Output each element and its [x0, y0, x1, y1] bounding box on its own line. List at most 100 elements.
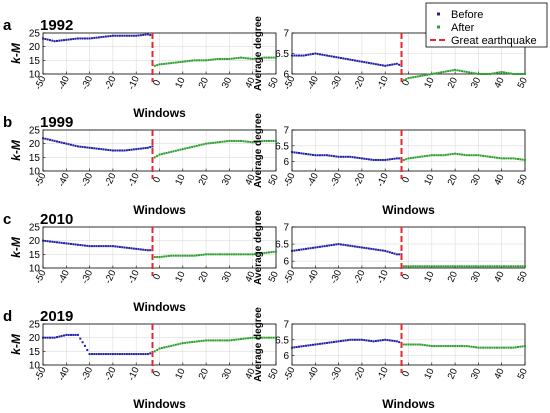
data-point	[93, 147, 96, 150]
data-point	[405, 158, 408, 161]
y-tick-label: 20	[29, 333, 41, 344]
data-point	[156, 256, 159, 259]
x-axis-label: Windows	[382, 397, 435, 411]
data-point	[440, 265, 443, 268]
series-after	[402, 152, 526, 161]
data-point	[409, 76, 412, 79]
data-point	[291, 54, 293, 57]
data-point	[346, 244, 349, 247]
data-point	[188, 341, 191, 344]
x-tick-label: -10	[126, 365, 142, 382]
data-point	[393, 63, 396, 66]
data-point	[484, 73, 487, 75]
panel-right-1: -50 -40 -30 -20 -10 0 10 20 30 40 50 7 6.5 6 Average d…	[253, 113, 530, 217]
data-point	[356, 156, 359, 159]
data-point	[435, 265, 438, 268]
data-point	[482, 154, 485, 157]
data-point	[221, 57, 224, 60]
data-point	[76, 333, 79, 336]
x-tick-label: -10	[375, 74, 391, 91]
data-point	[295, 346, 298, 349]
data-point	[321, 342, 324, 345]
data-point	[391, 63, 394, 66]
data-point	[69, 333, 72, 336]
data-point	[402, 265, 405, 268]
data-point	[93, 36, 96, 39]
data-point	[314, 343, 317, 346]
data-point	[188, 146, 191, 149]
panel-right-3: -50 -40 -30 -20 -10 0 10 20 30 40 50 7 6.5 6 Average d…	[253, 307, 530, 411]
data-point	[363, 157, 366, 160]
year-label: 1992	[40, 17, 73, 34]
data-point	[123, 34, 126, 37]
data-point	[489, 73, 492, 75]
plot-frame	[291, 129, 526, 172]
data-point	[293, 151, 296, 154]
x-tick-label: 30	[220, 76, 234, 90]
data-point	[372, 340, 375, 343]
data-point	[358, 157, 361, 160]
data-point	[356, 338, 359, 341]
data-point	[381, 339, 384, 342]
data-point	[449, 69, 452, 72]
data-point	[242, 56, 245, 59]
data-point	[500, 70, 503, 73]
x-tick-label: -10	[375, 365, 391, 382]
data-point	[419, 75, 422, 78]
data-point	[72, 38, 75, 41]
data-point	[351, 245, 354, 248]
data-point	[451, 69, 454, 72]
legend-label: After	[451, 22, 475, 34]
panel-letter: a	[3, 17, 12, 34]
data-point	[370, 62, 373, 65]
data-point	[484, 155, 487, 158]
data-point	[179, 254, 182, 257]
data-point	[307, 153, 310, 156]
x-tick-label: 10	[173, 367, 187, 381]
data-point	[451, 265, 454, 268]
x-tick-label: 20	[446, 367, 460, 381]
data-point	[311, 343, 314, 346]
data-point	[297, 54, 300, 57]
x-tick-label: 30	[220, 367, 234, 381]
data-point	[409, 265, 412, 268]
x-tick-label: -20	[352, 171, 368, 188]
data-point	[121, 149, 124, 152]
x-tick-label: -40	[305, 268, 321, 285]
data-point	[381, 64, 384, 67]
data-point	[95, 147, 98, 150]
data-point	[339, 243, 342, 246]
y-tick-label: 25	[29, 223, 41, 234]
data-point	[491, 72, 494, 75]
data-point	[470, 265, 473, 268]
data-point	[116, 149, 119, 152]
data-point	[451, 152, 454, 155]
x-tick-label: 50	[267, 270, 281, 284]
data-point	[135, 34, 138, 37]
data-point	[461, 153, 464, 156]
data-point	[184, 254, 187, 257]
x-tick-label: 40	[492, 367, 506, 381]
data-point	[186, 147, 189, 150]
data-point	[118, 149, 121, 152]
data-point	[107, 35, 110, 38]
x-tick-label: 40	[243, 173, 257, 187]
data-point	[88, 37, 91, 40]
data-point	[230, 139, 233, 142]
x-tick-label: 0	[400, 175, 412, 184]
y-tick-label: 7	[283, 126, 289, 137]
data-point	[205, 142, 208, 145]
data-point	[358, 246, 361, 249]
data-point	[83, 37, 86, 40]
series-after	[153, 336, 277, 353]
data-point	[165, 345, 168, 348]
data-point	[109, 353, 112, 356]
y-tick-label: 7	[283, 320, 289, 331]
data-point	[365, 61, 368, 64]
data-point	[160, 63, 163, 66]
data-point	[58, 241, 61, 244]
data-point	[214, 339, 217, 342]
x-tick-label: 40	[492, 270, 506, 284]
data-point	[489, 346, 492, 349]
data-point	[372, 158, 375, 161]
